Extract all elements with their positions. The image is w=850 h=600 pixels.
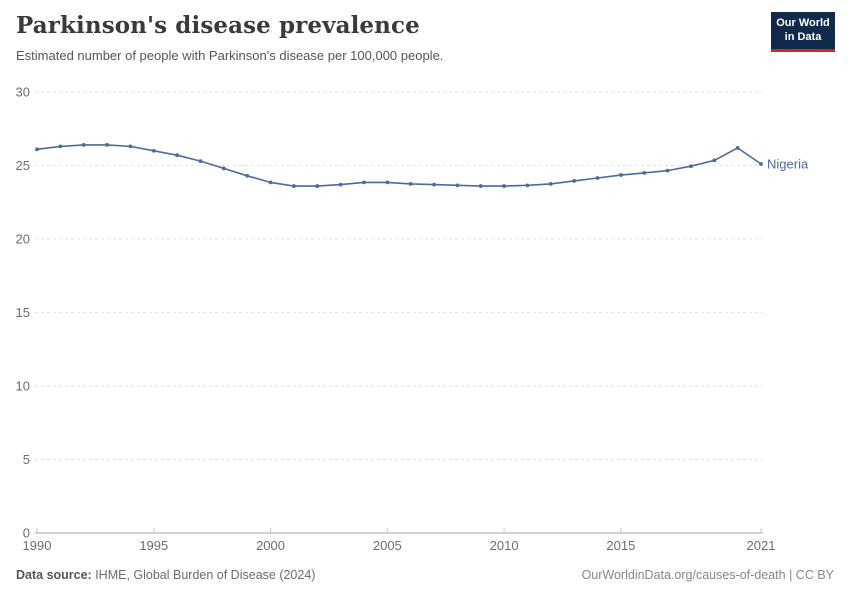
- data-point: [735, 145, 740, 150]
- x-tick-label: 1995: [139, 538, 168, 553]
- y-tick-label: 25: [16, 158, 30, 173]
- y-tick-label: 30: [16, 85, 30, 100]
- x-tick-label: 1990: [23, 538, 52, 553]
- x-tick-label: 2015: [606, 538, 635, 553]
- owid-logo-line2: in Data: [784, 30, 822, 43]
- chart-title: Parkinson's disease prevalence: [16, 12, 420, 39]
- x-tick-label: 2000: [256, 538, 285, 553]
- data-point: [525, 183, 530, 188]
- data-point: [338, 182, 343, 187]
- gridlines: [35, 91, 763, 534]
- data-point: [245, 173, 250, 178]
- data-point: [81, 143, 86, 147]
- data-point: [315, 184, 320, 188]
- data-point: [548, 181, 553, 186]
- license-credit: OurWorldinData.org/causes-of-death | CC …: [581, 568, 834, 582]
- data-point: [432, 182, 436, 187]
- data-source-value: IHME, Global Burden of Disease (2024): [91, 568, 316, 582]
- data-line: [36, 144, 762, 187]
- y-tick-label: 10: [16, 379, 30, 394]
- chart-subtitle: Estimated number of people with Parkinso…: [16, 48, 444, 63]
- data-point: [105, 143, 109, 147]
- data-point: [642, 170, 647, 175]
- data-point: [408, 181, 413, 186]
- data-point: [665, 168, 670, 173]
- x-tick-label: 2021: [747, 538, 776, 553]
- y-tick-label: 5: [23, 452, 30, 467]
- chart-header: Parkinson's disease prevalence Estimated…: [16, 12, 760, 63]
- data-source-label: Data source:: [16, 568, 92, 582]
- data-point: [455, 183, 460, 188]
- y-tick-label: 20: [16, 232, 30, 247]
- data-point: [478, 184, 483, 188]
- data-point: [689, 164, 693, 169]
- x-tick-label: 2010: [490, 538, 519, 553]
- data-point: [268, 180, 273, 185]
- data-point: [35, 147, 39, 152]
- data-point: [221, 166, 226, 171]
- data-point: [572, 179, 577, 183]
- series-end-label: Nigeria: [767, 157, 809, 172]
- data-point: [502, 184, 506, 188]
- chart-footer: Data source: IHME, Global Burden of Dise…: [16, 568, 834, 582]
- x-axis: 1990 1995 2000 2005 2010 2015 2021: [23, 528, 776, 553]
- data-source-note: Data source: IHME, Global Burden of Dise…: [16, 568, 315, 582]
- data-point: [385, 180, 390, 185]
- data-point: [292, 184, 296, 188]
- data-point: [362, 180, 366, 185]
- data-point: [151, 148, 156, 153]
- owid-logo: Our World in Data: [771, 12, 835, 52]
- data-point: [595, 176, 600, 180]
- y-axis-labels: 0 5 10 15 20 25 30: [16, 85, 30, 541]
- data-point: [759, 162, 763, 166]
- y-tick-label: 0: [23, 526, 30, 541]
- owid-logo-line1: Our World: [776, 17, 830, 29]
- data-points: [35, 143, 763, 188]
- data-point: [712, 158, 717, 163]
- data-point: [128, 144, 133, 149]
- data-point: [58, 144, 63, 149]
- data-point: [175, 153, 180, 158]
- x-tick-label: 2005: [373, 538, 402, 553]
- y-tick-label: 15: [16, 305, 30, 320]
- data-point: [198, 159, 203, 163]
- data-point: [618, 173, 623, 177]
